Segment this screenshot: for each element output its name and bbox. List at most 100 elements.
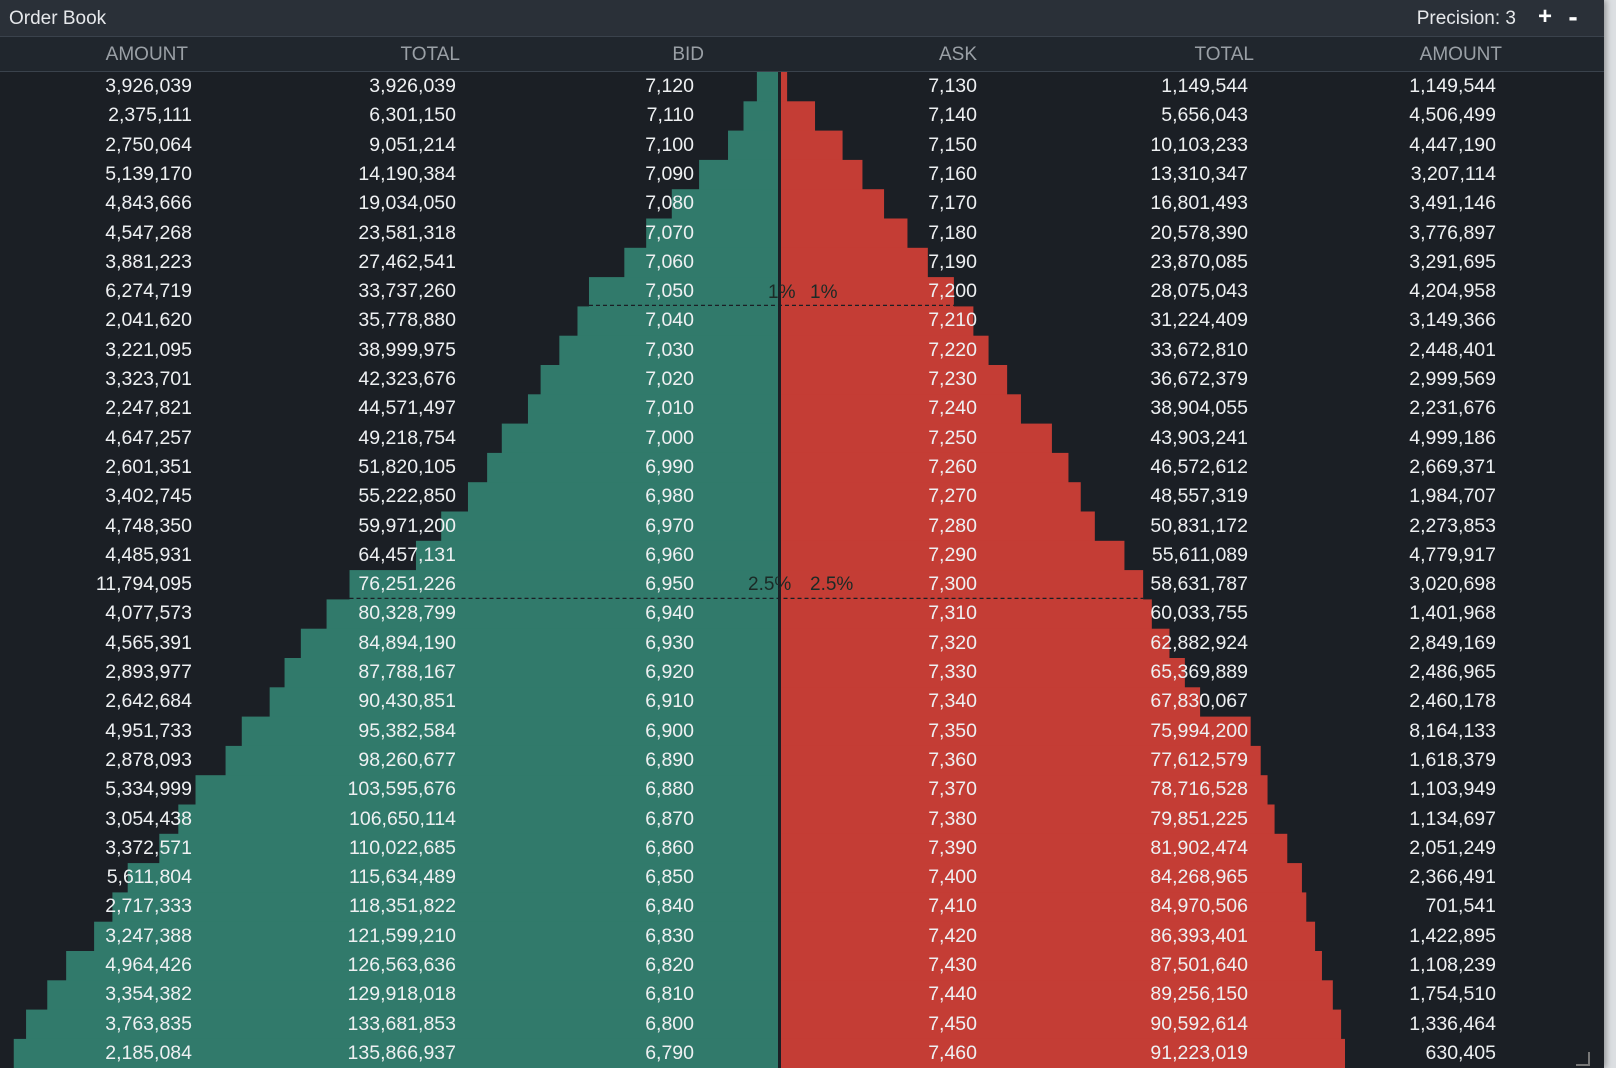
ask-amount-cell: 3,776,897: [1409, 221, 1496, 244]
order-row[interactable]: 3,372,571 110,022,685 6,860 7,390 81,902,474…: [0, 834, 1604, 863]
order-row[interactable]: 4,565,391 84,894,190 6,930 7,320 62,882,924 2…: [0, 629, 1604, 658]
header-ask-amount[interactable]: AMOUNT: [1419, 44, 1502, 65]
order-row[interactable]: 5,611,804 115,634,489 6,850 7,400 84,268,965…: [0, 863, 1604, 892]
order-row[interactable]: 2,247,821 44,571,497 7,010 7,240 38,904,055 2…: [0, 394, 1604, 423]
ask-price-cell: 7,420: [928, 924, 977, 947]
ask-amount-cell: 1,103,949: [1409, 778, 1496, 801]
bid-amount-cell: 4,077,573: [105, 602, 192, 625]
bid-total-cell: 84,894,190: [358, 631, 456, 654]
ask-price-cell: 7,360: [928, 748, 977, 771]
order-row[interactable]: 3,763,835 133,681,853 6,800 7,450 90,592,614…: [0, 1010, 1604, 1039]
bid-amount-cell: 2,893,977: [105, 661, 192, 683]
ask-total-cell: 58,631,787: [1150, 573, 1248, 596]
bid-depth-bar: [47, 980, 780, 1011]
bid-depth-bar: [66, 951, 780, 981]
bid-price-cell: 6,950: [645, 573, 694, 596]
ask-amount-cell: 1,134,697: [1409, 807, 1496, 830]
bid-price-cell: 6,960: [645, 543, 694, 566]
ask-total-cell: 10,103,233: [1150, 133, 1248, 156]
ask-depth-bar: [780, 951, 1322, 981]
order-row[interactable]: 2,717,333 118,351,822 6,840 7,410 84,970,506…: [0, 892, 1604, 921]
bid-depth-bar: [195, 775, 780, 805]
bid-total-cell: 64,457,131: [358, 543, 456, 566]
order-row[interactable]: 4,748,350 59,971,200 6,970 7,280 50,831,172 2…: [0, 512, 1604, 541]
order-row[interactable]: 2,642,684 90,430,851 6,910 7,340 67,830,067 2…: [0, 687, 1604, 716]
order-row[interactable]: 3,323,701 42,323,676 7,020 7,230 36,672,379 2…: [0, 365, 1604, 394]
column-header-row: AMOUNT TOTAL BID ASK TOTAL AMOUNT: [0, 37, 1604, 72]
order-row[interactable]: 5,334,999 103,595,676 6,880 7,370 78,716,528…: [0, 775, 1604, 804]
ask-amount-cell: 1,108,239: [1409, 954, 1496, 976]
ask-total-cell: 86,393,401: [1150, 924, 1248, 947]
order-row[interactable]: 2,878,093 98,260,677 6,890 7,360 77,612,579 1…: [0, 746, 1604, 775]
ask-price-cell: 7,210: [928, 309, 977, 332]
order-row[interactable]: 5,139,170 14,190,384 7,090 7,160 13,310,347 3…: [0, 160, 1604, 189]
ask-price-cell: 7,330: [928, 661, 977, 683]
ask-amount-cell: 1,754,510: [1409, 983, 1496, 1006]
header-bid-total[interactable]: TOTAL: [400, 44, 460, 65]
ask-price-cell: 7,160: [928, 162, 977, 185]
ask-price-cell: 7,450: [928, 1012, 977, 1035]
header-ask-price[interactable]: ASK: [938, 44, 977, 65]
ask-price-cell: 7,260: [928, 455, 977, 478]
ask-two-half-percent-marker: 2.5%: [810, 574, 854, 595]
order-row[interactable]: 4,077,573 80,328,799 6,940 7,310 60,033,755 1…: [0, 599, 1604, 628]
ask-price-cell: 7,410: [928, 895, 977, 918]
ask-depth-bar: [780, 687, 1201, 718]
ask-amount-cell: 8,164,133: [1409, 719, 1496, 742]
ask-amount-cell: 2,231,676: [1409, 397, 1496, 420]
window-title: Order Book: [9, 8, 107, 29]
header-ask-total[interactable]: TOTAL: [1194, 44, 1254, 65]
ask-total-cell: 16,801,493: [1150, 192, 1248, 215]
bid-depth-bar: [487, 452, 779, 483]
order-row[interactable]: 3,054,438 106,650,114 6,870 7,380 79,851,225…: [0, 805, 1604, 834]
order-row[interactable]: 6,274,719 33,737,260 7,050 7,200 28,075,043 4…: [0, 277, 1604, 306]
order-row[interactable]: 4,964,426 126,563,636 6,820 7,430 87,501,640…: [0, 951, 1604, 980]
order-book-body: 3,926,039 3,926,039 7,120 7,130 1,149,544 1,1…: [0, 72, 1604, 1068]
ask-amount-cell: 2,366,491: [1409, 866, 1496, 889]
order-row[interactable]: 4,843,666 19,034,050 7,080 7,170 16,801,493 3…: [0, 189, 1604, 218]
order-row[interactable]: 4,647,257 49,218,754 7,000 7,250 43,903,241 4…: [0, 424, 1604, 453]
order-row[interactable]: 11,794,095 76,251,226 6,950 7,300 58,631,787…: [0, 570, 1604, 599]
order-row[interactable]: 4,547,268 23,581,318 7,070 7,180 20,578,390 3…: [0, 219, 1604, 248]
bid-total-cell: 33,737,260: [358, 280, 456, 303]
ask-depth-bar: [780, 716, 1251, 747]
order-row[interactable]: 3,402,745 55,222,850 6,980 7,270 48,557,319 1…: [0, 482, 1604, 511]
header-bid-amount[interactable]: AMOUNT: [105, 44, 188, 65]
order-row[interactable]: 2,375,111 6,301,150 7,110 7,140 5,656,043 4,5…: [0, 101, 1604, 130]
ask-price-cell: 7,230: [928, 368, 977, 390]
order-row[interactable]: 3,247,388 121,599,210 6,830 7,420 86,393,401…: [0, 922, 1604, 951]
precision-decrease-button[interactable]: -: [1568, 1, 1578, 32]
ask-total-cell: 1,149,544: [1161, 75, 1248, 97]
bid-depth-bar: [127, 863, 779, 893]
precision-increase-button[interactable]: +: [1537, 3, 1552, 30]
ask-depth-bar: [780, 511, 1095, 542]
ask-total-cell: 13,310,347: [1150, 162, 1248, 185]
header-bid-price[interactable]: BID: [672, 44, 704, 65]
order-row[interactable]: 3,354,382 129,918,018 6,810 7,440 89,256,150…: [0, 980, 1604, 1009]
ask-amount-cell: 4,506,499: [1409, 104, 1496, 127]
order-row[interactable]: 2,041,620 35,778,880 7,040 7,210 31,224,409 3…: [0, 306, 1604, 335]
ask-price-cell: 7,310: [928, 602, 977, 625]
bid-depth-bar: [624, 247, 779, 278]
order-row[interactable]: 3,881,223 27,462,541 7,060 7,190 23,870,085 3…: [0, 248, 1604, 277]
bid-amount-cell: 4,843,666: [105, 192, 192, 215]
bid-total-cell: 121,599,210: [347, 924, 456, 947]
ask-total-cell: 81,902,474: [1150, 836, 1248, 859]
order-row[interactable]: 3,221,095 38,999,975 7,030 7,220 33,672,810 2…: [0, 336, 1604, 365]
order-row[interactable]: 2,750,064 9,051,214 7,100 7,150 10,103,233 4,…: [0, 131, 1604, 160]
ask-price-cell: 7,430: [928, 954, 977, 976]
ask-amount-cell: 1,336,464: [1409, 1012, 1496, 1035]
bid-total-cell: 9,051,214: [369, 133, 456, 156]
order-row[interactable]: 2,601,351 51,820,105 6,990 7,260 46,572,612 2…: [0, 453, 1604, 482]
ask-depth-bar: [780, 775, 1268, 805]
ask-depth-bar: [780, 863, 1302, 893]
order-row[interactable]: 3,926,039 3,926,039 7,120 7,130 1,149,544 1,1…: [0, 72, 1604, 101]
order-row[interactable]: 2,185,084 135,866,937 6,790 7,460 91,223,019…: [0, 1039, 1604, 1068]
order-row[interactable]: 2,893,977 87,788,167 6,920 7,330 65,369,889 2…: [0, 658, 1604, 687]
ask-price-cell: 7,200: [928, 280, 977, 303]
ask-depth-bar: [780, 599, 1152, 630]
order-row[interactable]: 4,485,931 64,457,131 6,960 7,290 55,611,089 4…: [0, 541, 1604, 570]
order-row[interactable]: 4,951,733 95,382,584 6,900 7,350 75,994,200 8…: [0, 717, 1604, 746]
ask-price-cell: 7,320: [928, 631, 977, 654]
resize-grip-icon[interactable]: [1576, 1052, 1590, 1066]
